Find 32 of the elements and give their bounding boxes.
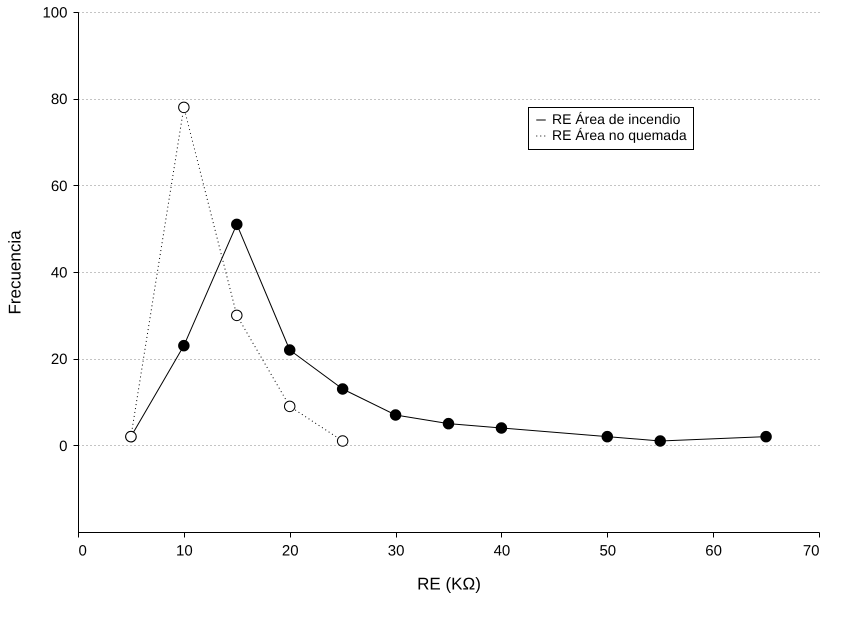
point bbox=[178, 102, 190, 114]
point bbox=[496, 422, 508, 434]
point bbox=[231, 310, 243, 322]
y-tick-label: 80 bbox=[50, 91, 68, 108]
x-tick-label: 60 bbox=[705, 542, 722, 560]
point bbox=[284, 344, 296, 356]
y-tick-label: 100 bbox=[42, 4, 68, 22]
point bbox=[336, 435, 348, 447]
y-tick-label: 40 bbox=[50, 264, 68, 282]
y-tick-label: 60 bbox=[50, 178, 68, 195]
point bbox=[284, 400, 296, 412]
x-tick-label: 0 bbox=[78, 542, 87, 560]
x-tick-label: 30 bbox=[388, 542, 404, 560]
point bbox=[442, 418, 454, 430]
y-axis-title: Frecuencia bbox=[5, 230, 24, 315]
point bbox=[390, 409, 402, 421]
point bbox=[178, 340, 190, 352]
legend-label: RE Área no quemada bbox=[552, 127, 687, 143]
point bbox=[231, 218, 243, 230]
x-tick-label: 10 bbox=[176, 542, 193, 560]
y-tick-label: 20 bbox=[50, 351, 68, 368]
point bbox=[602, 430, 614, 442]
legend-label: RE Área de incendio bbox=[552, 111, 681, 127]
point bbox=[654, 435, 666, 447]
point bbox=[336, 383, 348, 395]
x-tick-label: 40 bbox=[494, 542, 510, 560]
x-axis-title: RE (KΩ) bbox=[417, 574, 481, 594]
y-tick-label: 0 bbox=[59, 438, 68, 455]
point bbox=[760, 430, 772, 442]
x-tick-label: 70 bbox=[802, 542, 820, 560]
x-tick-label: 20 bbox=[282, 542, 299, 560]
x-tick-label: 50 bbox=[599, 542, 616, 560]
